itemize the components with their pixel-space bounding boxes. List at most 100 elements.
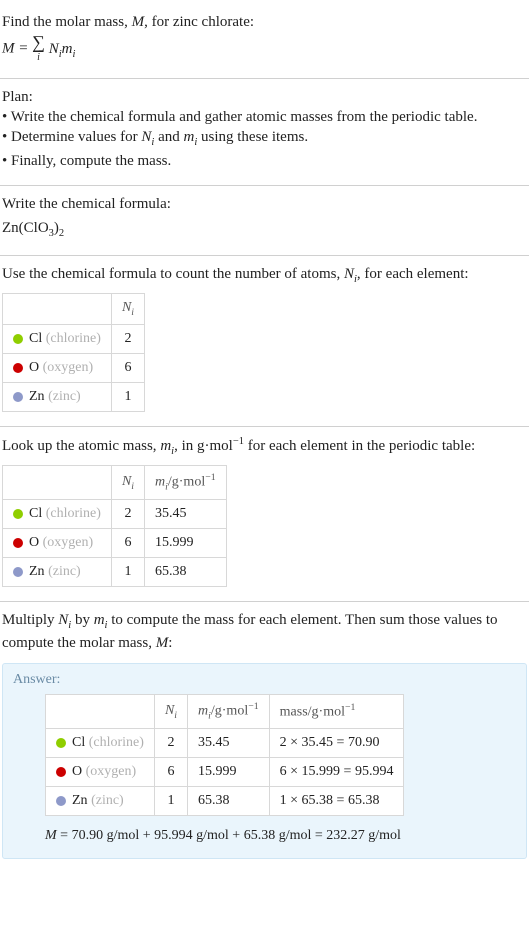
element-dot-icon	[56, 767, 66, 777]
count-heading: Use the chemical formula to count the nu…	[2, 264, 527, 287]
m-cell: 15.999	[145, 528, 227, 557]
formula-rhs: Nimi	[49, 41, 76, 57]
var-mi3: mi	[94, 612, 108, 628]
calc-cell: 6 × 15.999 = 95.994	[269, 757, 404, 786]
sub-i2: i	[73, 49, 76, 60]
intro-text-a: Find the molar mass,	[2, 14, 132, 30]
chem-formula-section: Write the chemical formula: Zn(ClO3)2	[0, 186, 529, 256]
answer-label: Answer:	[13, 672, 516, 688]
element-cell: Zn (zinc)	[3, 557, 112, 586]
table-header-row: Ni mi/g·mol−1 mass/g·mol−1	[46, 695, 404, 728]
header-m: mi/g·mol−1	[145, 466, 227, 499]
exp-neg1: −1	[233, 436, 244, 447]
element-dot-icon	[56, 796, 66, 806]
sum-index: i	[37, 52, 40, 63]
molar-mass-formula: M = ∑ i Nimi	[2, 34, 527, 64]
table-row: Cl (chlorine)235.45	[3, 499, 227, 528]
n-cell: 2	[111, 499, 144, 528]
element-dot-icon	[56, 738, 66, 748]
n-cell: 2	[111, 325, 144, 354]
header-blank	[3, 466, 112, 499]
m-cell: 65.38	[188, 786, 270, 815]
count-heading-b: , for each element:	[357, 266, 469, 282]
formula-base: Zn(ClO	[2, 220, 49, 236]
table-row: O (oxygen)6	[3, 354, 145, 383]
var-Ni: Ni	[141, 129, 154, 145]
n-cell: 6	[154, 757, 187, 786]
sigma-icon: ∑	[32, 32, 45, 52]
atomic-mass-section: Look up the atomic mass, mi, in g·mol−1 …	[0, 427, 529, 602]
element-cell: O (oxygen)	[3, 528, 112, 557]
multiply-section: Multiply Ni by mi to compute the mass fo…	[0, 602, 529, 657]
lookup-heading-c: for each element in the periodic table:	[244, 438, 475, 454]
lookup-heading-a: Look up the atomic mass,	[2, 438, 160, 454]
var-Ni3: Ni	[58, 612, 71, 628]
multiply-text: Multiply Ni by mi to compute the mass fo…	[2, 610, 527, 653]
element-cell: O (oxygen)	[3, 354, 112, 383]
element-cell: O (oxygen)	[46, 757, 155, 786]
var-N: N	[49, 41, 59, 57]
final-sum: = 70.90 g/mol + 95.994 g/mol + 65.38 g/m…	[57, 828, 401, 843]
element-cell: Cl (chlorine)	[46, 728, 155, 757]
final-equation: M = 70.90 g/mol + 95.994 g/mol + 65.38 g…	[45, 828, 516, 844]
plan-b2-a: • Determine values for	[2, 129, 141, 145]
var-mi2: mi	[160, 438, 174, 454]
chem-formula-heading: Write the chemical formula:	[2, 194, 527, 214]
m-cell: 35.45	[188, 728, 270, 757]
answer-table: Ni mi/g·mol−1 mass/g·mol−1 Cl (chlorine)…	[45, 694, 404, 815]
intro-line: Find the molar mass, M, for zinc chlorat…	[2, 12, 527, 32]
element-dot-icon	[13, 392, 23, 402]
header-blank	[3, 294, 112, 325]
formula-eq: =	[15, 41, 33, 57]
intro-text-b: , for zinc chlorate:	[144, 14, 254, 30]
formula-sub2: 2	[59, 228, 64, 239]
plan-heading: Plan:	[2, 87, 527, 107]
n-cell: 2	[154, 728, 187, 757]
element-dot-icon	[13, 567, 23, 577]
table-row: Cl (chlorine)2	[3, 325, 145, 354]
plan-bullet-1: • Write the chemical formula and gather …	[2, 107, 527, 127]
var-m: m	[62, 41, 73, 57]
chem-formula: Zn(ClO3)2	[2, 218, 527, 241]
plan-section: Plan: • Write the chemical formula and g…	[0, 79, 529, 186]
answer-box: Answer: Ni mi/g·mol−1 mass/g·mol−1 Cl (c…	[2, 663, 527, 858]
intro-section: Find the molar mass, M , for zinc chlorat…	[0, 4, 529, 79]
table-row: O (oxygen)615.9996 × 15.999 = 95.994	[46, 757, 404, 786]
header-mass: mass/g·mol−1	[269, 695, 404, 728]
m-cell: 15.999	[188, 757, 270, 786]
lookup-table: Ni mi/g·mol−1 Cl (chlorine)235.45O (oxyg…	[2, 465, 227, 586]
atom-count-section: Use the chemical formula to count the nu…	[0, 256, 529, 427]
n-cell: 1	[154, 786, 187, 815]
var-M2: M	[156, 635, 169, 651]
formula-lhs: M	[2, 41, 15, 57]
table-header-row: Ni mi/g·mol−1	[3, 466, 227, 499]
table-row: Cl (chlorine)235.452 × 35.45 = 70.90	[46, 728, 404, 757]
n-cell: 6	[111, 528, 144, 557]
element-cell: Zn (zinc)	[46, 786, 155, 815]
var-Ni2: Ni	[344, 266, 357, 282]
element-dot-icon	[13, 509, 23, 519]
final-M: M	[45, 828, 57, 843]
mult-b: by	[71, 612, 94, 628]
count-heading-a: Use the chemical formula to count the nu…	[2, 266, 344, 282]
m-cell: 65.38	[145, 557, 227, 586]
n-cell: 1	[111, 557, 144, 586]
plan-bullet-3: • Finally, compute the mass.	[2, 151, 527, 171]
lookup-heading-b: , in g·mol	[174, 438, 233, 454]
mult-a: Multiply	[2, 612, 58, 628]
element-cell: Cl (chlorine)	[3, 499, 112, 528]
table-header-row: Ni	[3, 294, 145, 325]
n-cell: 6	[111, 354, 144, 383]
header-blank	[46, 695, 155, 728]
header-m: mi/g·mol−1	[188, 695, 270, 728]
element-dot-icon	[13, 363, 23, 373]
plan-bullet-2: • Determine values for Ni and mi using t…	[2, 127, 527, 150]
m-cell: 35.45	[145, 499, 227, 528]
table-row: Zn (zinc)1	[3, 383, 145, 412]
n-cell: 1	[111, 383, 144, 412]
count-table: Ni Cl (chlorine)2O (oxygen)6Zn (zinc)1	[2, 293, 145, 412]
var-mi: mi	[183, 129, 197, 145]
header-n: Ni	[111, 466, 144, 499]
plan-b2-b: and	[154, 129, 183, 145]
calc-cell: 1 × 65.38 = 65.38	[269, 786, 404, 815]
